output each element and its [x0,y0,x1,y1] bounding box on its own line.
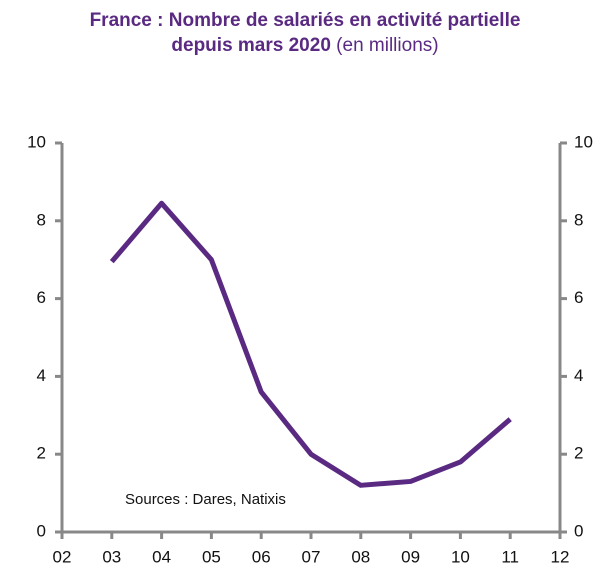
data-line [109,200,512,488]
x-tick-label: 12 [551,547,570,566]
chart-subtitle: (en millions) [336,35,439,56]
x-tick-label: 04 [152,547,171,566]
y-tick-label: 8 [37,210,46,229]
x-tick-label: 09 [401,547,420,566]
y2-tick-label: 10 [574,132,593,151]
y-tick-label: 6 [37,288,46,307]
x-tick-label: 03 [102,547,121,566]
y2-tick-label: 2 [574,444,583,463]
y2-tick-label: 8 [574,210,583,229]
annotation: Sources : Dares, Natixis [125,491,286,508]
x-tick-label: 10 [451,547,470,566]
y-tick-label: 0 [37,521,46,540]
x-tick-label: 07 [302,547,321,566]
y2-tick-label: 0 [574,521,583,540]
y2-tick-label: 4 [574,366,583,385]
y-tick-label: 10 [27,132,46,151]
y2-tick-label: 6 [574,288,583,307]
x-tick-label: 05 [202,547,221,566]
chart-title: France : Nombre de salariés en activité … [89,10,521,56]
x-tick-label: 11 [501,547,519,566]
y-tick-label: 4 [37,366,46,385]
chart-title-block: France : Nombre de salariés en activité … [75,8,535,58]
x-tick-label: 06 [252,547,271,566]
y-tick-label: 2 [37,444,46,463]
x-tick-label: 08 [351,547,370,566]
x-tick-label: 02 [53,547,72,566]
